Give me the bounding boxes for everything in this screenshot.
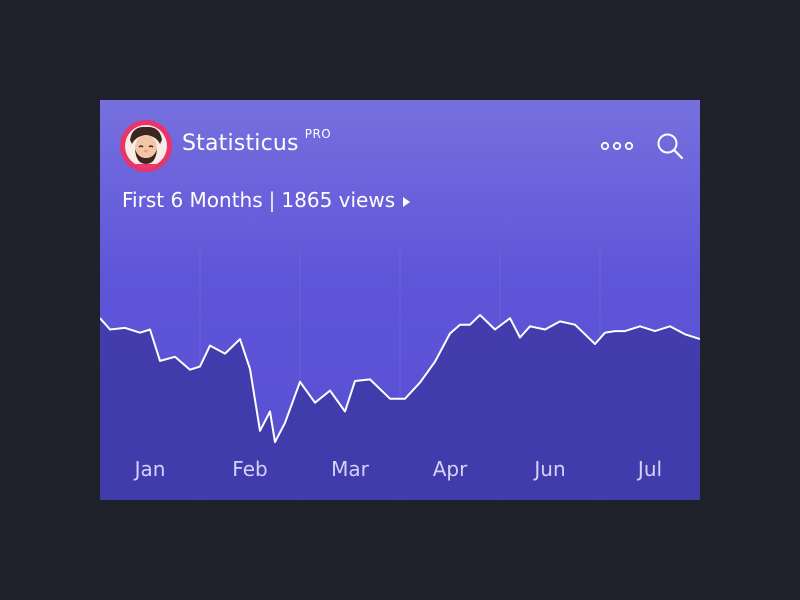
views-summary-link[interactable]: First 6 Months | 1865 views [122, 188, 410, 212]
views-count: 1865 views [281, 188, 395, 212]
month-label-jan: Jan [133, 457, 166, 481]
search-icon[interactable] [656, 132, 684, 160]
caret-right-icon [403, 197, 410, 207]
stats-card: Jan Feb Mar Apr Jun Jul S [100, 100, 700, 500]
app-name: Statisticus [182, 131, 299, 156]
period-label: First 6 Months [122, 188, 263, 212]
month-label-jul: Jul [636, 457, 662, 481]
summary-separator: | [269, 188, 276, 212]
pro-badge: PRO [305, 127, 332, 141]
card-header: Statisticus PRO [120, 120, 684, 172]
month-label-jun: Jun [532, 457, 565, 481]
month-label-feb: Feb [232, 457, 267, 481]
month-label-mar: Mar [331, 457, 370, 481]
more-dots-icon[interactable] [600, 136, 634, 156]
app-title: Statisticus PRO [182, 131, 331, 156]
avatar[interactable] [120, 120, 172, 172]
month-label-apr: Apr [433, 457, 468, 481]
